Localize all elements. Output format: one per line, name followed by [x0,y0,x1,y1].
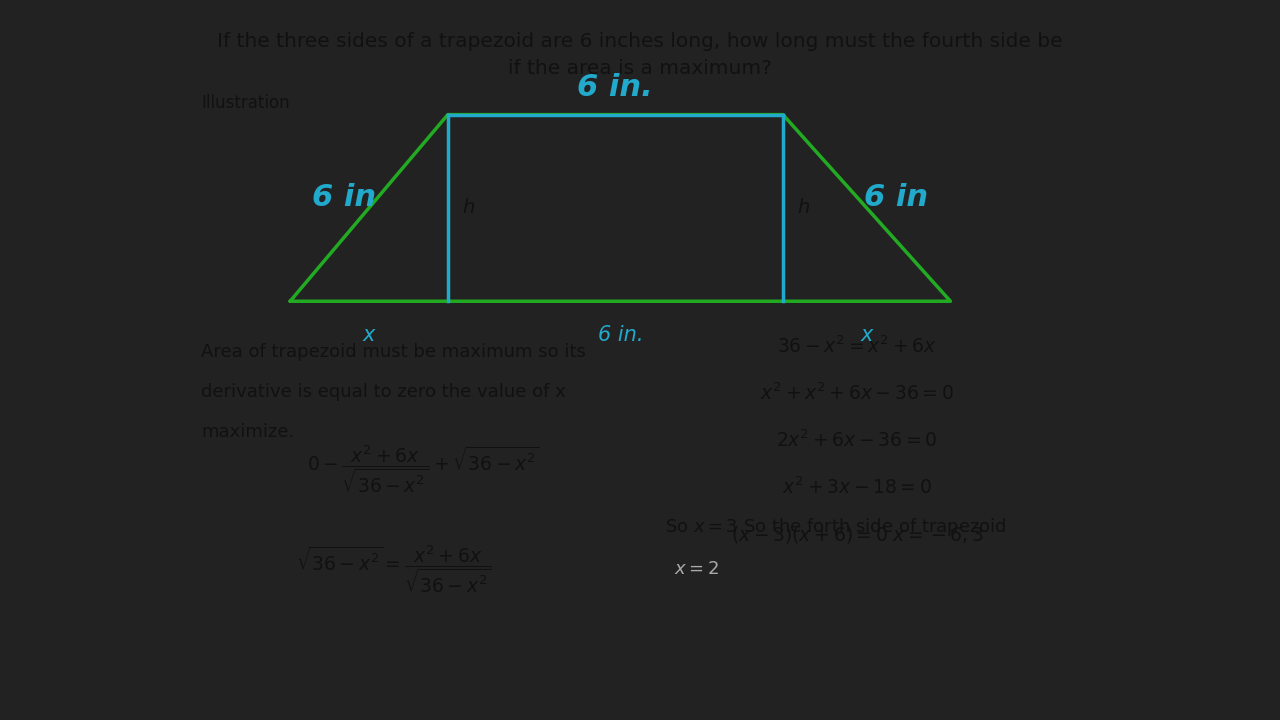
Text: h: h [797,199,810,217]
Text: x: x [362,325,375,346]
Text: $\sqrt{36 - x^2} = \dfrac{x^2 + 6x}{\sqrt{36 - x^2}}$: $\sqrt{36 - x^2} = \dfrac{x^2 + 6x}{\sqr… [296,543,492,594]
Text: $0 - \dfrac{x^2 + 6x}{\sqrt{36 - x^2}} + \sqrt{36 - x^2}$: $0 - \dfrac{x^2 + 6x}{\sqrt{36 - x^2}} +… [307,443,540,493]
Text: $(x - 3)(x + 6) = 0 \; x = -6, 3$: $(x - 3)(x + 6) = 0 \; x = -6, 3$ [731,524,983,545]
Text: Area of trapezoid must be maximum so its: Area of trapezoid must be maximum so its [201,343,586,361]
Text: x: x [860,325,873,346]
Text: $x = 2$: $x = 2$ [675,560,719,578]
Text: $2x^2 + 6x - 36 = 0$: $2x^2 + 6x - 36 = 0$ [776,430,937,451]
Text: So $x = 3$ So the forth side of trapezoid: So $x = 3$ So the forth side of trapezoi… [664,516,1006,538]
Text: derivative is equal to zero the value of x: derivative is equal to zero the value of… [201,383,566,401]
Text: $x^2 + 3x - 18 = 0$: $x^2 + 3x - 18 = 0$ [782,477,932,498]
Text: if the area is a maximum?: if the area is a maximum? [508,59,772,78]
Text: If the three sides of a trapezoid are 6 inches long, how long must the fourth si: If the three sides of a trapezoid are 6 … [218,32,1062,50]
Text: 6 in: 6 in [864,183,928,212]
Text: h: h [462,199,475,217]
Text: 6 in.: 6 in. [598,325,643,346]
Text: 6 in: 6 in [312,183,376,212]
Text: $36 - x^2 = x^2 + 6x$: $36 - x^2 = x^2 + 6x$ [777,336,937,357]
Text: Illustration: Illustration [201,94,291,112]
Text: maximize.: maximize. [201,423,294,441]
Text: $x^2 + x^2 + 6x - 36 = 0$: $x^2 + x^2 + 6x - 36 = 0$ [760,383,954,405]
Text: 6 in.: 6 in. [577,73,653,102]
